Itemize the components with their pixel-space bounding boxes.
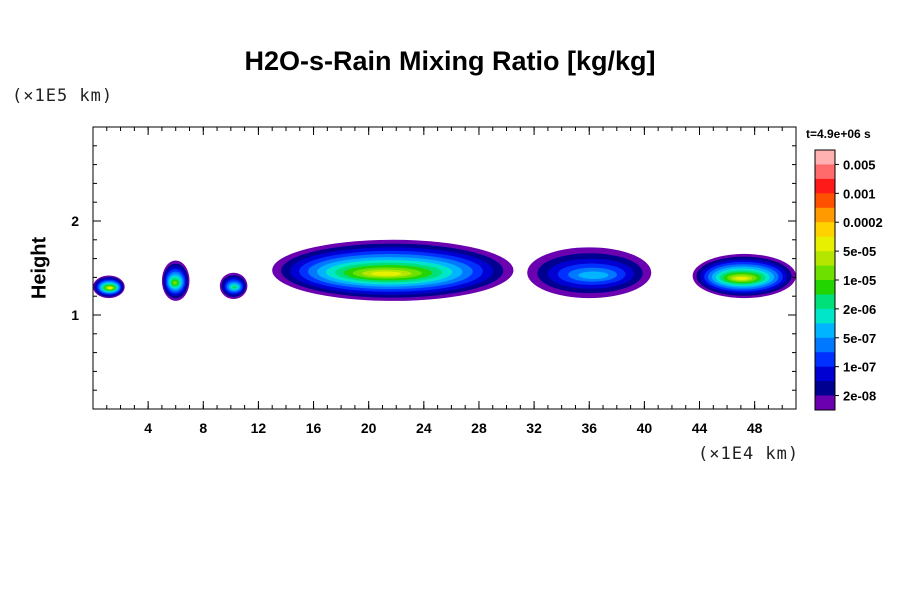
field-contour [108,286,113,290]
colorbar-swatch [815,178,835,194]
field-cloud-a [93,275,125,299]
colorbar-swatch [815,294,835,310]
colorbar-swatch [815,395,835,411]
field-cloud-d [272,239,514,301]
colorbar: 0.005 0.001 0.0002 5e-05 1e-05 2e-06 5e-07 1e-0… [814,149,883,411]
colorbar-swatch [815,366,835,382]
field-contour [370,271,402,276]
x-tick-label: 40 [637,420,653,436]
colorbar-swatch [815,251,835,266]
x-tick-label: 44 [692,420,708,436]
x-tick-label: 4 [144,420,152,436]
field-cloud-f [692,253,796,299]
colorbar-swatch [815,280,835,295]
x-tick-label: 8 [199,420,207,436]
y-tick-label: 2 [71,213,79,229]
colorbar-swatch [815,308,835,324]
colorbar-label: 0.001 [843,186,876,201]
field-cloud-c [219,272,248,300]
x-tick-label: 32 [526,420,542,436]
colorbar-swatch [815,150,835,165]
colorbar-swatch [815,352,835,368]
colorbar-swatch [815,323,835,339]
colorbar-swatch [815,337,835,353]
colorbar-label: 5e-05 [843,244,876,259]
plot-field [93,239,796,301]
colorbar-label: 1e-05 [843,273,876,288]
y-axis-unit: (×1E5 km) [12,86,114,106]
field-cloud-b [161,260,190,301]
x-tick-label: 12 [251,420,267,436]
colorbar-label: 2e-08 [843,389,876,404]
field-contour [232,285,238,289]
plot-frame [92,126,797,410]
y-tick-label: 1 [71,307,79,323]
x-tick-label: 28 [471,420,487,436]
colorbar-label: 1e-07 [843,360,876,375]
colorbar-swatch [815,236,835,252]
colorbar-label: 2e-06 [843,302,876,317]
x-axis-unit: (×1E4 km) [698,444,800,464]
colorbar-swatch [815,265,835,281]
field-contour [578,271,609,280]
x-tick-label: 36 [581,420,597,436]
field-cloud-e [527,247,652,299]
colorbar-swatch [815,193,835,209]
colorbar-swatch [815,207,835,223]
colorbar-label: 0.005 [843,157,876,172]
field-contour [734,276,749,281]
time-label: t=4.9e+06 s [806,127,871,141]
colorbar-swatch [815,381,835,396]
field-contour [172,281,178,285]
colorbar-swatch [815,222,835,238]
colorbar-swatch [815,164,835,180]
colorbar-label: 5e-07 [843,331,876,346]
x-tick-label: 24 [416,420,432,436]
colorbar-label: 0.0002 [843,215,883,230]
x-tick-label: 16 [306,420,322,436]
x-tick-label: 48 [747,420,763,436]
x-tick-label: 20 [361,420,377,436]
chart-title: H2O-s-Rain Mixing Ratio [kg/kg] [244,46,656,76]
